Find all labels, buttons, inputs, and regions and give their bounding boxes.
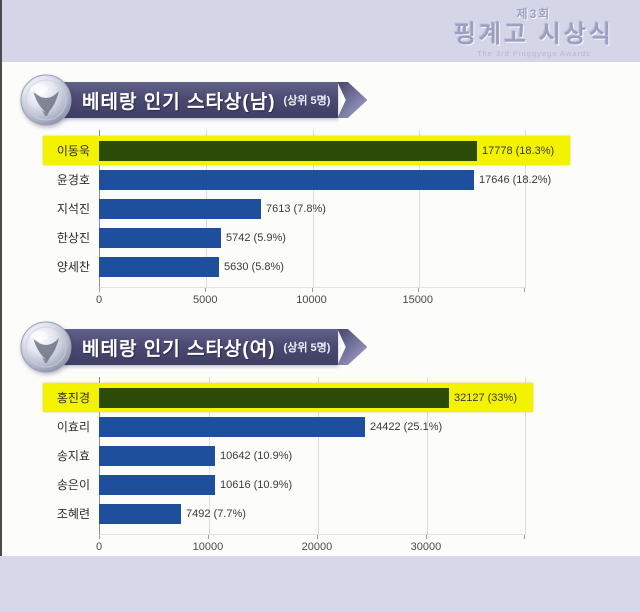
axis-tick-label: 0 [95, 294, 103, 306]
axis-tick-label: 30000 [410, 541, 442, 553]
axis-tick-label: 15000 [402, 294, 434, 306]
banner-arrow-icon [337, 329, 368, 365]
axis-tick [207, 534, 209, 539]
axis-tick-label: 5000 [193, 294, 218, 306]
award-title: 베테랑 인기 스타상(여) [82, 338, 276, 360]
category-label: 한상진 [56, 231, 90, 245]
category-label: 송은이 [56, 478, 90, 492]
axis-tick-label: 0 [95, 541, 103, 553]
gridline [426, 377, 428, 534]
bar-row: 송지효 10642 (10.9%) [48, 441, 620, 470]
category-label: 지석진 [56, 202, 90, 216]
category-label: 양세찬 [56, 260, 90, 274]
award-note: (상위 5명) [283, 95, 331, 107]
x-axis: 0 5000 10000 15000 [95, 287, 525, 311]
axis-tick [311, 287, 313, 292]
banner-bar: 베테랑 인기 스타상(남) (상위 5명) [64, 82, 339, 118]
bar-value-label: 24422 (25.1%) [370, 420, 443, 433]
bar [99, 227, 221, 248]
category-label: 이효리 [56, 420, 90, 434]
award-note: (상위 5명) [283, 342, 331, 354]
logo-edition: 제3회 [516, 7, 552, 21]
category-label: 이동욱 [56, 144, 90, 158]
bar-value-label: 10642 (10.9%) [220, 449, 293, 462]
bar-value-label: 7613 (7.8%) [266, 202, 326, 215]
bar-rows: 홍진경 32127 (33%) 이효리 24422 (25.1%) 송지효 10642 (… [43, 383, 620, 528]
bar-row: 이효리 24422 (25.1%) [48, 412, 620, 441]
category-label: 홍진경 [56, 391, 90, 405]
bar-value-label: 32127 (33%) [454, 391, 517, 404]
axis-tick [99, 534, 100, 539]
medal-icon [20, 321, 72, 373]
x-axis: 0 10000 20000 30000 [95, 534, 525, 558]
bar-row: 조혜련 7492 (7.7%) [48, 499, 620, 528]
award-banner: 베테랑 인기 스타상(남) (상위 5명) [20, 74, 620, 126]
bar-row: 윤경호 17646 (18.2%) [48, 165, 620, 194]
bottom-band [0, 556, 640, 612]
logo-title: 핑계고 시상식 [453, 21, 614, 48]
bar-value-label: 17646 (18.2%) [479, 173, 552, 186]
axis-tick [205, 287, 207, 292]
bar [99, 387, 449, 408]
bar-chart-female: 홍진경 32127 (33%) 이효리 24422 (25.1%) 송지효 10642 (… [43, 377, 620, 558]
bar [99, 474, 215, 495]
bar-value-label: 5742 (5.9%) [226, 231, 286, 244]
bar-row: 지석진 7613 (7.8%) [48, 194, 620, 223]
category-label: 윤경호 [56, 173, 90, 187]
bar-rows: 이동욱 17778 (18.3%) 윤경호 17646 (18.2%) 지석진 7613 … [43, 136, 620, 281]
axis-tick [524, 534, 525, 539]
chart-section-male: 베테랑 인기 스타상(남) (상위 5명) 이동욱 17778 (18.3%) 윤경… [20, 74, 620, 311]
bar-row: 이동욱 17778 (18.3%) [43, 136, 571, 165]
axis-tick [425, 534, 427, 539]
gridline [312, 130, 314, 287]
logo-subtitle: The 3rd Pinggyego Awards [476, 49, 591, 58]
bar [99, 169, 474, 190]
banner-arrow-icon [337, 82, 368, 118]
bar-chart-male: 이동욱 17778 (18.3%) 윤경호 17646 (18.2%) 지석진 7613 … [43, 130, 620, 311]
axis-tick [99, 287, 100, 292]
bar [99, 198, 261, 219]
category-label: 송지효 [56, 449, 90, 463]
bar [99, 503, 181, 524]
bar [99, 416, 365, 437]
medal-icon [20, 74, 72, 126]
top-band [0, 0, 640, 62]
show-logo: 제3회 핑계고 시상식 The 3rd Pinggyego Awards [454, 5, 614, 58]
gridline [317, 377, 319, 534]
gridline [418, 130, 420, 287]
award-banner: 베테랑 인기 스타상(여) (상위 5명) [20, 321, 620, 373]
bar-row: 한상진 5742 (5.9%) [48, 223, 620, 252]
banner-bar: 베테랑 인기 스타상(여) (상위 5명) [64, 329, 339, 365]
axis-tick-label: 20000 [301, 541, 333, 553]
axis-tick-label: 10000 [192, 541, 224, 553]
bar-value-label: 5630 (5.8%) [224, 260, 284, 273]
bar-row: 양세찬 5630 (5.8%) [48, 252, 620, 281]
bar [99, 140, 477, 161]
axis-tick [524, 287, 525, 292]
bar-value-label: 17778 (18.3%) [482, 144, 555, 157]
bar [99, 256, 219, 277]
bar-row: 송은이 10616 (10.9%) [48, 470, 620, 499]
bar-row: 홍진경 32127 (33%) [43, 383, 533, 412]
award-title: 베테랑 인기 스타상(남) [82, 91, 276, 113]
axis-tick [417, 287, 419, 292]
frame-left-edge [0, 0, 2, 556]
axis-tick-label: 10000 [296, 294, 327, 306]
bar-value-label: 10616 (10.9%) [220, 478, 293, 491]
axis-tick [316, 534, 318, 539]
bar-value-label: 7492 (7.7%) [186, 507, 246, 520]
bar [99, 445, 215, 466]
category-label: 조혜련 [56, 507, 90, 521]
chart-section-female: 베테랑 인기 스타상(여) (상위 5명) 홍진경 32127 (33%) 이효리 2… [20, 321, 620, 558]
